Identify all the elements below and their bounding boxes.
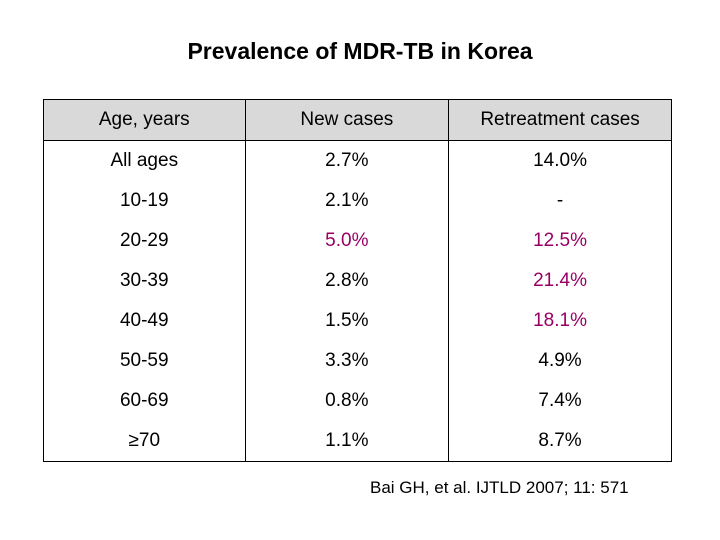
citation: Bai GH, et al. IJTLD 2007; 11: 571 [370, 478, 629, 497]
table-row: 30-39 2.8% 21.4% [43, 261, 672, 301]
retreatment-cell: 7.4% [448, 381, 672, 421]
new-cases-cell: 2.7% [244, 140, 450, 181]
age-cell: 20-29 [43, 221, 246, 261]
new-cases-cell: 5.0% [244, 221, 450, 261]
retreatment-cell: 8.7% [448, 421, 672, 462]
age-cell: 10-19 [43, 181, 246, 221]
new-cases-cell: 1.5% [244, 301, 450, 341]
table-row: 10-19 2.1% - [43, 181, 672, 221]
retreatment-cell: 18.1% [448, 301, 672, 341]
age-cell: 50-59 [43, 341, 246, 381]
retreatment-cell: 12.5% [448, 221, 672, 261]
table-row: 50-59 3.3% 4.9% [43, 341, 672, 381]
new-cases-cell: 0.8% [244, 381, 450, 421]
table-row: All ages 2.7% 14.0% [43, 140, 672, 181]
slide-title: Prevalence of MDR-TB in Korea [187, 38, 533, 64]
table-row: 60-69 0.8% 7.4% [43, 381, 672, 421]
retreatment-cell: 14.0% [448, 140, 672, 181]
new-cases-cell: 3.3% [244, 341, 450, 381]
table-row: 40-49 1.5% 18.1% [43, 301, 672, 341]
new-cases-cell: 2.8% [244, 261, 450, 301]
header-retreatment-cases: Retreatment cases [448, 99, 672, 141]
age-cell: All ages [43, 140, 246, 181]
table-row: ≥70 1.1% 8.7% [43, 421, 672, 462]
retreatment-cell: 21.4% [448, 261, 672, 301]
header-age: Age, years [43, 99, 246, 141]
new-cases-cell: 2.1% [244, 181, 450, 221]
table-row: 20-29 5.0% 12.5% [43, 221, 672, 261]
age-cell: 60-69 [43, 381, 246, 421]
retreatment-cell: - [448, 181, 672, 221]
retreatment-cell: 4.9% [448, 341, 672, 381]
age-cell: ≥70 [43, 421, 246, 462]
age-cell: 40-49 [43, 301, 246, 341]
age-cell: 30-39 [43, 261, 246, 301]
prevalence-table: Age, years New cases Retreatment cases A… [43, 99, 672, 462]
table-header-row: Age, years New cases Retreatment cases [43, 99, 672, 141]
new-cases-cell: 1.1% [244, 421, 450, 462]
header-new-cases: New cases [244, 99, 450, 141]
